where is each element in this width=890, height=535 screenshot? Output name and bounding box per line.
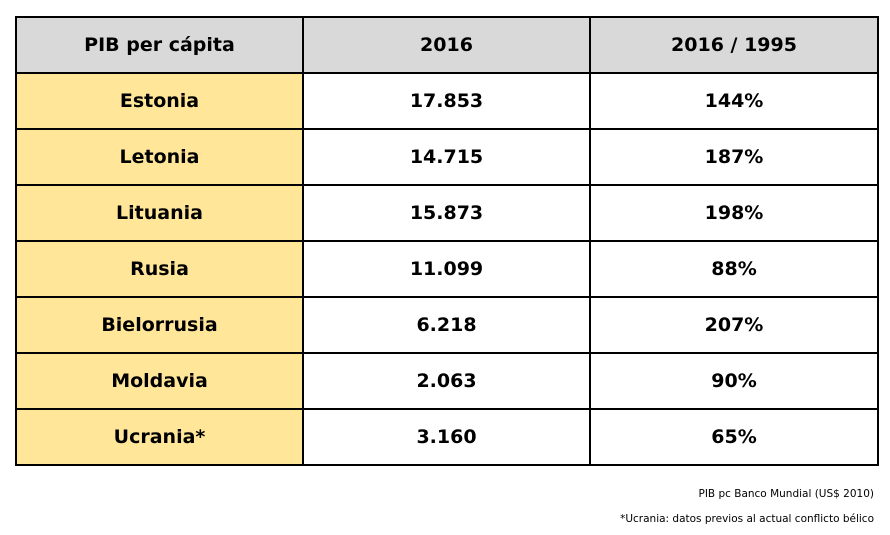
- table-row: Letonia 14.715 187%: [15, 128, 879, 186]
- country-cell: Rusia: [15, 240, 304, 298]
- table-row: Moldavia 2.063 90%: [15, 352, 879, 410]
- gdp-table: PIB per cápita 2016 2016 / 1995 Estonia 1…: [15, 16, 879, 466]
- country-cell: Letonia: [15, 128, 304, 186]
- ratio-cell: 207%: [589, 296, 879, 354]
- country-cell: Lituania: [15, 184, 304, 242]
- header-cell: PIB per cápita: [15, 16, 304, 74]
- country-cell: Moldavia: [15, 352, 304, 410]
- table-row: Rusia 11.099 88%: [15, 240, 879, 298]
- country-cell: Bielorrusia: [15, 296, 304, 354]
- ratio-cell: 187%: [589, 128, 879, 186]
- table-row: Ucrania* 3.160 65%: [15, 408, 879, 466]
- gdp-2016-cell: 17.853: [302, 72, 591, 130]
- country-cell: Ucrania*: [15, 408, 304, 466]
- country-cell: Estonia: [15, 72, 304, 130]
- gdp-2016-cell: 2.063: [302, 352, 591, 410]
- gdp-2016-cell: 11.099: [302, 240, 591, 298]
- header-cell: 2016 / 1995: [589, 16, 879, 74]
- header-row: PIB per cápita 2016 2016 / 1995: [15, 16, 879, 74]
- gdp-2016-cell: 14.715: [302, 128, 591, 186]
- table-row: Lituania 15.873 198%: [15, 184, 879, 242]
- gdp-2016-cell: 6.218: [302, 296, 591, 354]
- table-row: Bielorrusia 6.218 207%: [15, 296, 879, 354]
- ratio-cell: 90%: [589, 352, 879, 410]
- source-note: PIB pc Banco Mundial (US$ 2010): [698, 488, 875, 500]
- table-row: Estonia 17.853 144%: [15, 72, 879, 130]
- ratio-cell: 88%: [589, 240, 879, 298]
- gdp-2016-cell: 3.160: [302, 408, 591, 466]
- header-cell: 2016: [302, 16, 591, 74]
- gdp-2016-cell: 15.873: [302, 184, 591, 242]
- ratio-cell: 65%: [589, 408, 879, 466]
- ratio-cell: 198%: [589, 184, 879, 242]
- ratio-cell: 144%: [589, 72, 879, 130]
- footnote: *Ucrania: datos previos al actual confli…: [620, 513, 874, 525]
